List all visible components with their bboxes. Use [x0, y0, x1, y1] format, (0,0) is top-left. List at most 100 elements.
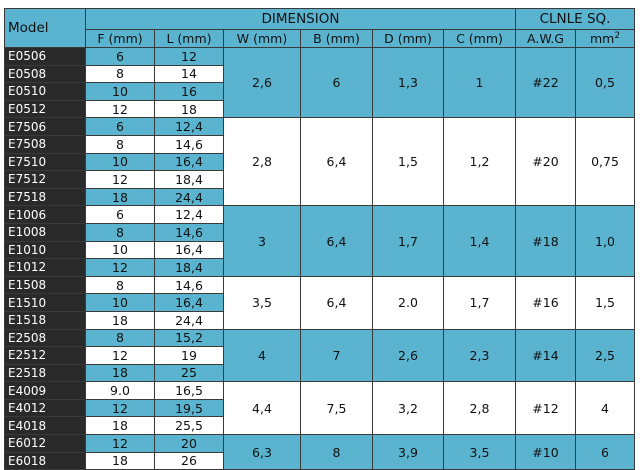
model-cell: E6012 — [4, 434, 86, 453]
l-cell: 18,4 — [154, 258, 224, 277]
c-cell: 1,7 — [443, 275, 516, 330]
header-l: L (mm) — [154, 29, 224, 48]
l-cell: 16 — [154, 82, 224, 101]
l-cell: 24,4 — [154, 310, 224, 330]
l-cell: 16,4 — [154, 152, 224, 172]
c-cell: 3,5 — [443, 434, 516, 470]
l-cell: 16,5 — [154, 381, 224, 400]
b-cell: 6 — [300, 46, 373, 119]
c-cell: 1,2 — [443, 117, 516, 207]
model-cell: E2512 — [4, 346, 86, 365]
header-dimension: DIMENSION — [85, 8, 516, 30]
d-cell: 2.0 — [372, 275, 444, 330]
table-row: E2508 8 15,2 4 7 2,6 2,3 #14 2,5 — [4, 328, 635, 383]
f-cell: 12 — [85, 434, 155, 453]
c-cell: 2,8 — [443, 381, 516, 436]
b-cell: 6,4 — [300, 117, 373, 207]
f-cell: 12 — [85, 99, 155, 119]
l-cell: 12 — [154, 47, 224, 66]
model-cell: E7506 — [4, 117, 86, 136]
mm2-cell: 1,0 — [575, 205, 635, 277]
d-cell: 1,3 — [372, 46, 444, 119]
header-d: D (mm) — [372, 29, 444, 48]
model-cell: E1012 — [4, 258, 86, 277]
b-cell: 6,4 — [300, 205, 373, 277]
model-cell: E0512 — [4, 99, 86, 119]
l-cell: 19 — [154, 346, 224, 365]
awg-cell: #14 — [515, 328, 576, 383]
l-cell: 18,4 — [154, 170, 224, 189]
d-cell: 2,6 — [372, 328, 444, 383]
w-cell: 6,3 — [223, 434, 301, 470]
header-c: C (mm) — [443, 29, 516, 48]
model-cell: E1006 — [4, 205, 86, 224]
table-row: E0510 10 16 — [4, 82, 635, 101]
awg-cell: #22 — [515, 46, 576, 119]
model-cell: E1518 — [4, 310, 86, 330]
c-cell: 2,3 — [443, 328, 516, 383]
l-cell: 20 — [154, 434, 224, 453]
header-awg: A.W.G — [515, 29, 576, 48]
header-f: F (mm) — [85, 29, 155, 48]
model-cell: E1010 — [4, 240, 86, 260]
b-cell: 7 — [300, 328, 373, 383]
table-row: E1508 8 14,6 3,5 6,4 2.0 1,7 #16 1,5 — [4, 275, 635, 330]
model-cell: E2508 — [4, 328, 86, 348]
f-cell: 18 — [85, 310, 155, 330]
l-cell: 16,4 — [154, 240, 224, 260]
terminal-dimension-table: Model DIMENSION CLNLE SQ. F (mm) L (mm) … — [4, 8, 635, 470]
mm2-cell: 4 — [575, 381, 635, 436]
table-row: E6012 12 20 6,3 8 3,9 3,5 #10 6 — [4, 434, 635, 470]
model-cell: E0506 — [4, 47, 86, 66]
b-cell: 8 — [300, 434, 373, 470]
model-cell: E4009 — [4, 381, 86, 400]
f-cell: 9.0 — [85, 381, 155, 400]
model-cell: E1008 — [4, 222, 86, 242]
w-cell: 2,6 — [223, 46, 301, 119]
table-row: E1010 10 16,4 — [4, 240, 635, 260]
f-cell: 18 — [85, 416, 155, 436]
mm2-cell: 6 — [575, 434, 635, 470]
l-cell: 24,4 — [154, 187, 224, 207]
d-cell: 1,5 — [372, 117, 444, 207]
table-row: E2512 12 19 — [4, 346, 635, 365]
l-cell: 26 — [154, 451, 224, 470]
f-cell: 12 — [85, 398, 155, 418]
d-cell: 1,7 — [372, 205, 444, 277]
model-cell: E6018 — [4, 451, 86, 470]
l-cell: 14,6 — [154, 134, 224, 154]
l-cell: 18 — [154, 99, 224, 119]
mm2-cell: 1,5 — [575, 275, 635, 330]
f-cell: 10 — [85, 240, 155, 260]
f-cell: 12 — [85, 346, 155, 365]
b-cell: 7,5 — [300, 381, 373, 436]
f-cell: 18 — [85, 451, 155, 470]
l-cell: 15,2 — [154, 328, 224, 348]
l-cell: 14,6 — [154, 222, 224, 242]
header-b: B (mm) — [300, 29, 373, 48]
mm2-cell: 2,5 — [575, 328, 635, 383]
model-cell: E2518 — [4, 363, 86, 383]
d-cell: 3,9 — [372, 434, 444, 470]
awg-cell: #20 — [515, 117, 576, 207]
model-cell: E1508 — [4, 275, 86, 295]
table-row: E1518 18 24,4 — [4, 310, 635, 330]
awg-cell: #18 — [515, 205, 576, 277]
mm2-cell: 0,75 — [575, 117, 635, 207]
w-cell: 3 — [223, 205, 301, 277]
model-cell: E7512 — [4, 170, 86, 189]
f-cell: 8 — [85, 275, 155, 295]
d-cell: 3,2 — [372, 381, 444, 436]
f-cell: 6 — [85, 205, 155, 224]
model-cell: E0510 — [4, 82, 86, 101]
table-row: E7518 18 24,4 — [4, 187, 635, 207]
f-cell: 18 — [85, 363, 155, 383]
mm2-cell: 0,5 — [575, 46, 635, 119]
l-cell: 12,4 — [154, 117, 224, 136]
f-cell: 8 — [85, 222, 155, 242]
l-cell: 16,4 — [154, 293, 224, 312]
header-mm2-unit: mm — [589, 31, 615, 46]
w-cell: 4 — [223, 328, 301, 383]
model-cell: E1510 — [4, 293, 86, 312]
table-row: E1510 10 16,4 — [4, 293, 635, 312]
